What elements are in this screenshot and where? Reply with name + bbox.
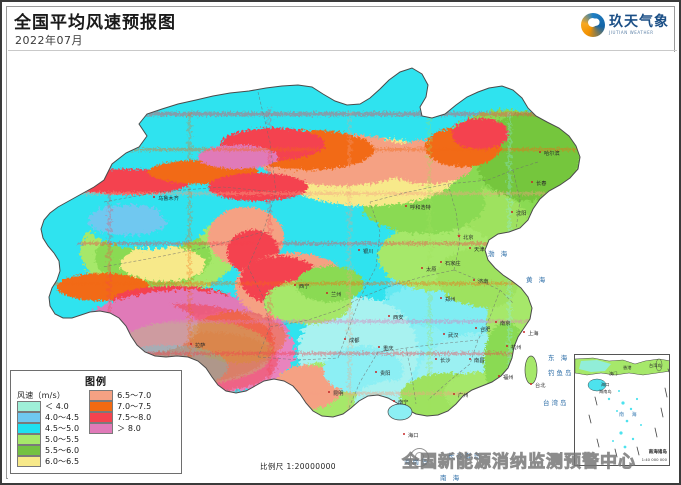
legend-item-row: ＜ 4.0 bbox=[17, 400, 79, 413]
swirl-icon bbox=[581, 13, 605, 37]
legend-unit-label: 风速（m/s） bbox=[17, 391, 66, 400]
legend-item-label: 4.0～4.5 bbox=[45, 413, 80, 422]
page-title: 全国平均风速预报图 bbox=[14, 13, 176, 33]
inset-place-label: 澳门 bbox=[609, 371, 618, 376]
legend-item-swatch bbox=[17, 422, 41, 435]
legend-item-label: 5.5～6.0 bbox=[45, 446, 80, 455]
inset-map-graphic bbox=[575, 355, 669, 465]
legend-item-label: 5.0～5.5 bbox=[45, 435, 80, 444]
legend-item-row: 5.5～6.0 bbox=[17, 444, 80, 457]
hainan-island bbox=[387, 403, 413, 421]
legend-item-swatch bbox=[89, 411, 114, 424]
legend-item-label: 6.5～7.0 bbox=[117, 391, 152, 400]
header-divider bbox=[8, 50, 677, 51]
province-boundaries bbox=[102, 91, 539, 411]
page-subtitle: 2022年07月 bbox=[15, 34, 83, 47]
legend-item-swatch bbox=[17, 444, 41, 457]
inset-caption: 南海诸岛 bbox=[648, 450, 667, 455]
legend-item-label: 7.5～8.0 bbox=[117, 413, 152, 422]
legend-column-low: ＜ 4.0 4.0～4.5 4.5～5.0 5.0～5.5 5.5～6.0 6.0～6.5 bbox=[17, 400, 80, 468]
legend-item-swatch bbox=[17, 400, 41, 413]
legend-item-row: 4.5～5.0 bbox=[17, 422, 80, 435]
south-china-sea-inset: 香港 澳门 台湾岛海口海南岛 南 海 南海诸岛 1:40 000 000 bbox=[574, 354, 670, 466]
inset-place-label: 台湾岛 bbox=[649, 363, 662, 368]
legend-item-row: 6.5～7.0 bbox=[89, 389, 152, 402]
brand-logo-text: 玖天气象 JIUTIAN WEATHER bbox=[609, 15, 669, 35]
taiwan-island bbox=[524, 355, 538, 385]
legend-title: 图例 bbox=[85, 377, 107, 388]
legend-item-row: ＞ 8.0 bbox=[89, 422, 151, 435]
legend-item-swatch bbox=[89, 422, 114, 435]
legend-item-label: ＜ 4.0 bbox=[45, 402, 69, 411]
scale-bar: 比例尺 1:20000000 bbox=[260, 462, 336, 471]
legend-column-high: 6.5～7.0 7.0～7.5 7.5～8.0 ＞ 8.0 bbox=[89, 389, 152, 467]
inset-scale-text: 1:40 000 000 bbox=[641, 457, 667, 462]
brand-name-en: JIUTIAN WEATHER bbox=[609, 30, 654, 35]
inset-sea-label: 南 海 bbox=[619, 412, 640, 418]
legend-item-row: 7.0～7.5 bbox=[89, 400, 152, 413]
legend-item-label: ＞ 8.0 bbox=[117, 424, 141, 433]
legend-item-row: 4.0～4.5 bbox=[17, 411, 80, 424]
legend-item-row: 5.0～5.5 bbox=[17, 433, 80, 446]
legend-item-label: 4.5～5.0 bbox=[45, 424, 80, 433]
legend-item-label: 6.0～6.5 bbox=[45, 457, 80, 466]
legend-item-row: 6.0～6.5 bbox=[17, 455, 80, 468]
brand-logo: 玖天气象 JIUTIAN WEATHER bbox=[581, 13, 669, 37]
inset-place-label: 海南岛 bbox=[599, 389, 612, 394]
legend-item-label: 7.0～7.5 bbox=[117, 402, 152, 411]
legend-item-row: 7.5～8.0 bbox=[89, 411, 152, 424]
inset-place-label: 香港 bbox=[623, 365, 632, 370]
brand-name-cn: 玖天气象 bbox=[609, 14, 669, 30]
china-choropleth bbox=[40, 67, 581, 421]
legend-panel: 图例 风速（m/s） ＜ 4.0 4.0～4.5 4.5～5.0 5.0～5.5 5.5… bbox=[10, 370, 182, 474]
national-border bbox=[40, 67, 581, 418]
legend-item-swatch bbox=[17, 455, 41, 468]
legend-item-swatch bbox=[89, 400, 114, 413]
inset-place-label: 海口 bbox=[601, 382, 610, 387]
legend-item-swatch bbox=[17, 411, 41, 424]
legend-item-swatch bbox=[89, 389, 114, 402]
legend-item-swatch bbox=[17, 433, 41, 446]
